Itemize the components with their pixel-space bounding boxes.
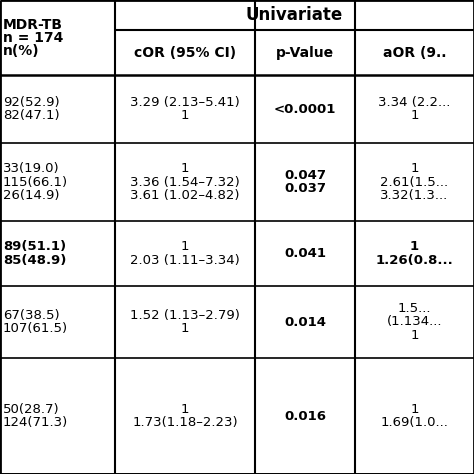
Text: cOR (95% CI): cOR (95% CI) <box>134 46 236 60</box>
Text: 1.26(0.8...: 1.26(0.8... <box>375 254 453 267</box>
Text: Univariate: Univariate <box>246 6 343 24</box>
Text: 1: 1 <box>181 322 189 335</box>
Text: 2.03 (1.11–3.34): 2.03 (1.11–3.34) <box>130 254 240 267</box>
Text: <0.0001: <0.0001 <box>274 102 336 116</box>
Text: 92(52.9): 92(52.9) <box>3 96 60 109</box>
Text: 0.037: 0.037 <box>284 182 326 195</box>
Text: 115(66.1): 115(66.1) <box>3 175 68 189</box>
Text: 3.29 (2.13–5.41): 3.29 (2.13–5.41) <box>130 96 240 109</box>
Text: 50(28.7): 50(28.7) <box>3 403 60 416</box>
Text: 1: 1 <box>410 162 419 175</box>
Text: (1.134...: (1.134... <box>387 316 442 328</box>
Text: 1: 1 <box>410 109 419 122</box>
Text: MDR-TB: MDR-TB <box>3 18 63 31</box>
Text: 3.61 (1.02–4.82): 3.61 (1.02–4.82) <box>130 189 240 202</box>
Text: 1: 1 <box>410 403 419 416</box>
Text: 107(61.5): 107(61.5) <box>3 322 68 335</box>
Text: 3.36 (1.54–7.32): 3.36 (1.54–7.32) <box>130 175 240 189</box>
Text: 85(48.9): 85(48.9) <box>3 254 66 267</box>
Text: 1.52 (1.13–2.79): 1.52 (1.13–2.79) <box>130 309 240 322</box>
Text: 1: 1 <box>181 403 189 416</box>
Text: 1: 1 <box>181 109 189 122</box>
Text: 82(47.1): 82(47.1) <box>3 109 60 122</box>
Text: p-Value: p-Value <box>276 46 334 60</box>
Text: 67(38.5): 67(38.5) <box>3 309 60 322</box>
Text: n = 174: n = 174 <box>3 30 64 45</box>
Text: 89(51.1): 89(51.1) <box>3 240 66 253</box>
Text: 1.69(1.0...: 1.69(1.0... <box>381 416 448 429</box>
Text: 1: 1 <box>410 240 419 253</box>
Text: 33(19.0): 33(19.0) <box>3 162 60 175</box>
Text: 26(14.9): 26(14.9) <box>3 189 60 202</box>
Text: 0.047: 0.047 <box>284 169 326 182</box>
Text: 1: 1 <box>181 162 189 175</box>
Text: 2.61(1.5...: 2.61(1.5... <box>381 175 448 189</box>
Text: 0.041: 0.041 <box>284 247 326 260</box>
Text: 1: 1 <box>410 329 419 342</box>
Text: n(%): n(%) <box>3 44 40 57</box>
Text: 1.5...: 1.5... <box>398 302 431 315</box>
Text: 0.016: 0.016 <box>284 410 326 422</box>
Text: 0.014: 0.014 <box>284 316 326 328</box>
Text: aOR (9..: aOR (9.. <box>383 46 446 60</box>
Text: 3.34 (2.2...: 3.34 (2.2... <box>378 96 451 109</box>
Text: 1.73(1.18–2.23): 1.73(1.18–2.23) <box>132 416 238 429</box>
Text: 3.32(1.3...: 3.32(1.3... <box>380 189 448 202</box>
Text: 124(71.3): 124(71.3) <box>3 416 68 429</box>
Text: 1: 1 <box>181 240 189 253</box>
